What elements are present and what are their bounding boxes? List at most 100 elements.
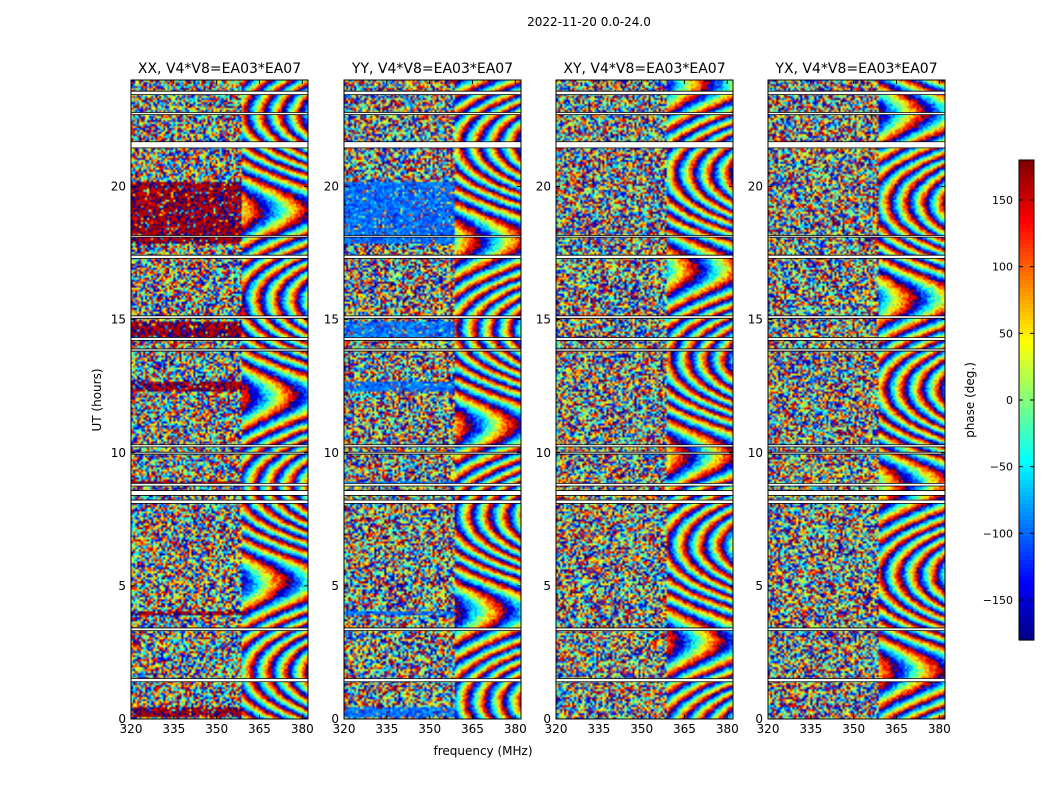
colorbar-segment: [1019, 336, 1034, 341]
colorbar-segment: [1019, 576, 1034, 581]
colorbar-segment: [1019, 484, 1034, 489]
x-tick-label: 380: [504, 722, 527, 736]
colorbar-segment: [1019, 196, 1034, 201]
colorbar-segment: [1019, 596, 1034, 601]
colorbar-segment: [1019, 544, 1034, 549]
x-tick-label: 365: [248, 722, 271, 736]
colorbar-segment: [1019, 280, 1034, 285]
flagged-band: [768, 235, 945, 238]
flagged-band: [556, 452, 733, 455]
x-tick-label: 380: [716, 722, 739, 736]
colorbar-segment: [1019, 540, 1034, 545]
flagged-band: [556, 337, 733, 341]
colorbar-segment: [1019, 356, 1034, 361]
y-axis-label: UT (hours): [90, 368, 104, 431]
colorbar-segment: [1019, 488, 1034, 493]
phase-raster: [556, 80, 733, 719]
colorbar-segment: [1019, 368, 1034, 373]
flagged-band: [344, 678, 521, 682]
colorbar-segment: [1019, 260, 1034, 265]
colorbar-segment: [1019, 552, 1034, 557]
colorbar-segment: [1019, 304, 1034, 309]
flagged-band: [344, 500, 521, 504]
colorbar-segment: [1019, 612, 1034, 617]
colorbar-segment: [1019, 344, 1034, 349]
y-tick-label: 20: [536, 180, 551, 194]
x-tick-label: 335: [799, 722, 822, 736]
colorbar-segment: [1019, 320, 1034, 325]
panel-1: YY, V4*V8=EA03*EA07 320 335 350 365 380 0 5 10 15…: [324, 61, 527, 736]
flagged-band: [131, 141, 308, 148]
flagged-band: [768, 483, 945, 487]
flagged-band: [131, 627, 308, 631]
flagged-band: [556, 112, 733, 115]
colorbar-segment: [1019, 348, 1034, 353]
y-tick-label: 0: [755, 712, 763, 726]
colorbar-segment: [1019, 248, 1034, 253]
colorbar-segment: [1019, 284, 1034, 289]
flagged-band: [344, 452, 521, 455]
colorbar-segment: [1019, 372, 1034, 377]
flagged-band: [768, 337, 945, 341]
x-tick-label: 365: [885, 722, 908, 736]
colorbar-segment: [1019, 392, 1034, 397]
flagged-band: [344, 483, 521, 487]
colorbar-segment: [1019, 204, 1034, 209]
y-tick-label: 0: [543, 712, 551, 726]
panel-0: XX, V4*V8=EA03*EA07 320 335 350 365 380 0 5 10 15…: [111, 61, 314, 736]
flagged-band: [131, 490, 308, 496]
colorbar-segment: [1019, 444, 1034, 449]
colorbar-segment: [1019, 572, 1034, 577]
flagged-band: [131, 315, 308, 319]
flagged-band: [344, 348, 521, 352]
colorbar-segment: [1019, 352, 1034, 357]
y-tick-label: 20: [324, 180, 339, 194]
colorbar-segment: [1019, 504, 1034, 509]
colorbar-segment: [1019, 452, 1034, 457]
colorbar-segment: [1019, 256, 1034, 261]
y-tick-label: 0: [331, 712, 339, 726]
colorbar-segment: [1019, 264, 1034, 269]
y-tick-label: 10: [748, 446, 763, 460]
colorbar-segment: [1019, 420, 1034, 425]
colorbar-segment: [1019, 600, 1034, 605]
colorbar-segment: [1019, 396, 1034, 401]
colorbar-segment: [1019, 188, 1034, 193]
colorbar-segment: [1019, 200, 1034, 205]
flagged-band: [131, 91, 308, 95]
x-tick-label: 380: [291, 722, 314, 736]
x-tick-label: 380: [928, 722, 951, 736]
x-tick-label: 365: [461, 722, 484, 736]
colorbar-segment: [1019, 236, 1034, 241]
flagged-band: [556, 348, 733, 352]
colorbar-segment: [1019, 548, 1034, 553]
colorbar-segment: [1019, 624, 1034, 629]
colorbar-tick-label: 50: [999, 327, 1013, 340]
flagged-band: [344, 315, 521, 319]
panel-frame: [343, 79, 522, 720]
colorbar-segment: [1019, 460, 1034, 465]
colorbar-tick-label: 100: [992, 261, 1013, 274]
colorbar-segment: [1019, 276, 1034, 281]
colorbar-segment: [1019, 360, 1034, 365]
colorbar-segment: [1019, 456, 1034, 461]
phase-raster: [344, 80, 521, 719]
flagged-band: [768, 255, 945, 259]
x-tick-label: 350: [630, 722, 653, 736]
y-tick-label: 0: [118, 712, 126, 726]
y-tick-label: 5: [118, 579, 126, 593]
flagged-band: [131, 337, 308, 341]
colorbar-segment: [1019, 332, 1034, 337]
panels-group: XX, V4*V8=EA03*EA07 320 335 350 365 380 0 5 10 15…: [111, 61, 951, 736]
colorbar-segment: [1019, 468, 1034, 473]
colorbar-segment: [1019, 440, 1034, 445]
colorbar-segment: [1019, 568, 1034, 573]
x-tick-label: 350: [842, 722, 865, 736]
colorbar-segment: [1019, 424, 1034, 429]
flagged-band: [556, 627, 733, 631]
colorbar-segment: [1019, 272, 1034, 277]
x-tick-label: 365: [673, 722, 696, 736]
colorbar-segment: [1019, 636, 1034, 641]
colorbar-segment: [1019, 288, 1034, 293]
